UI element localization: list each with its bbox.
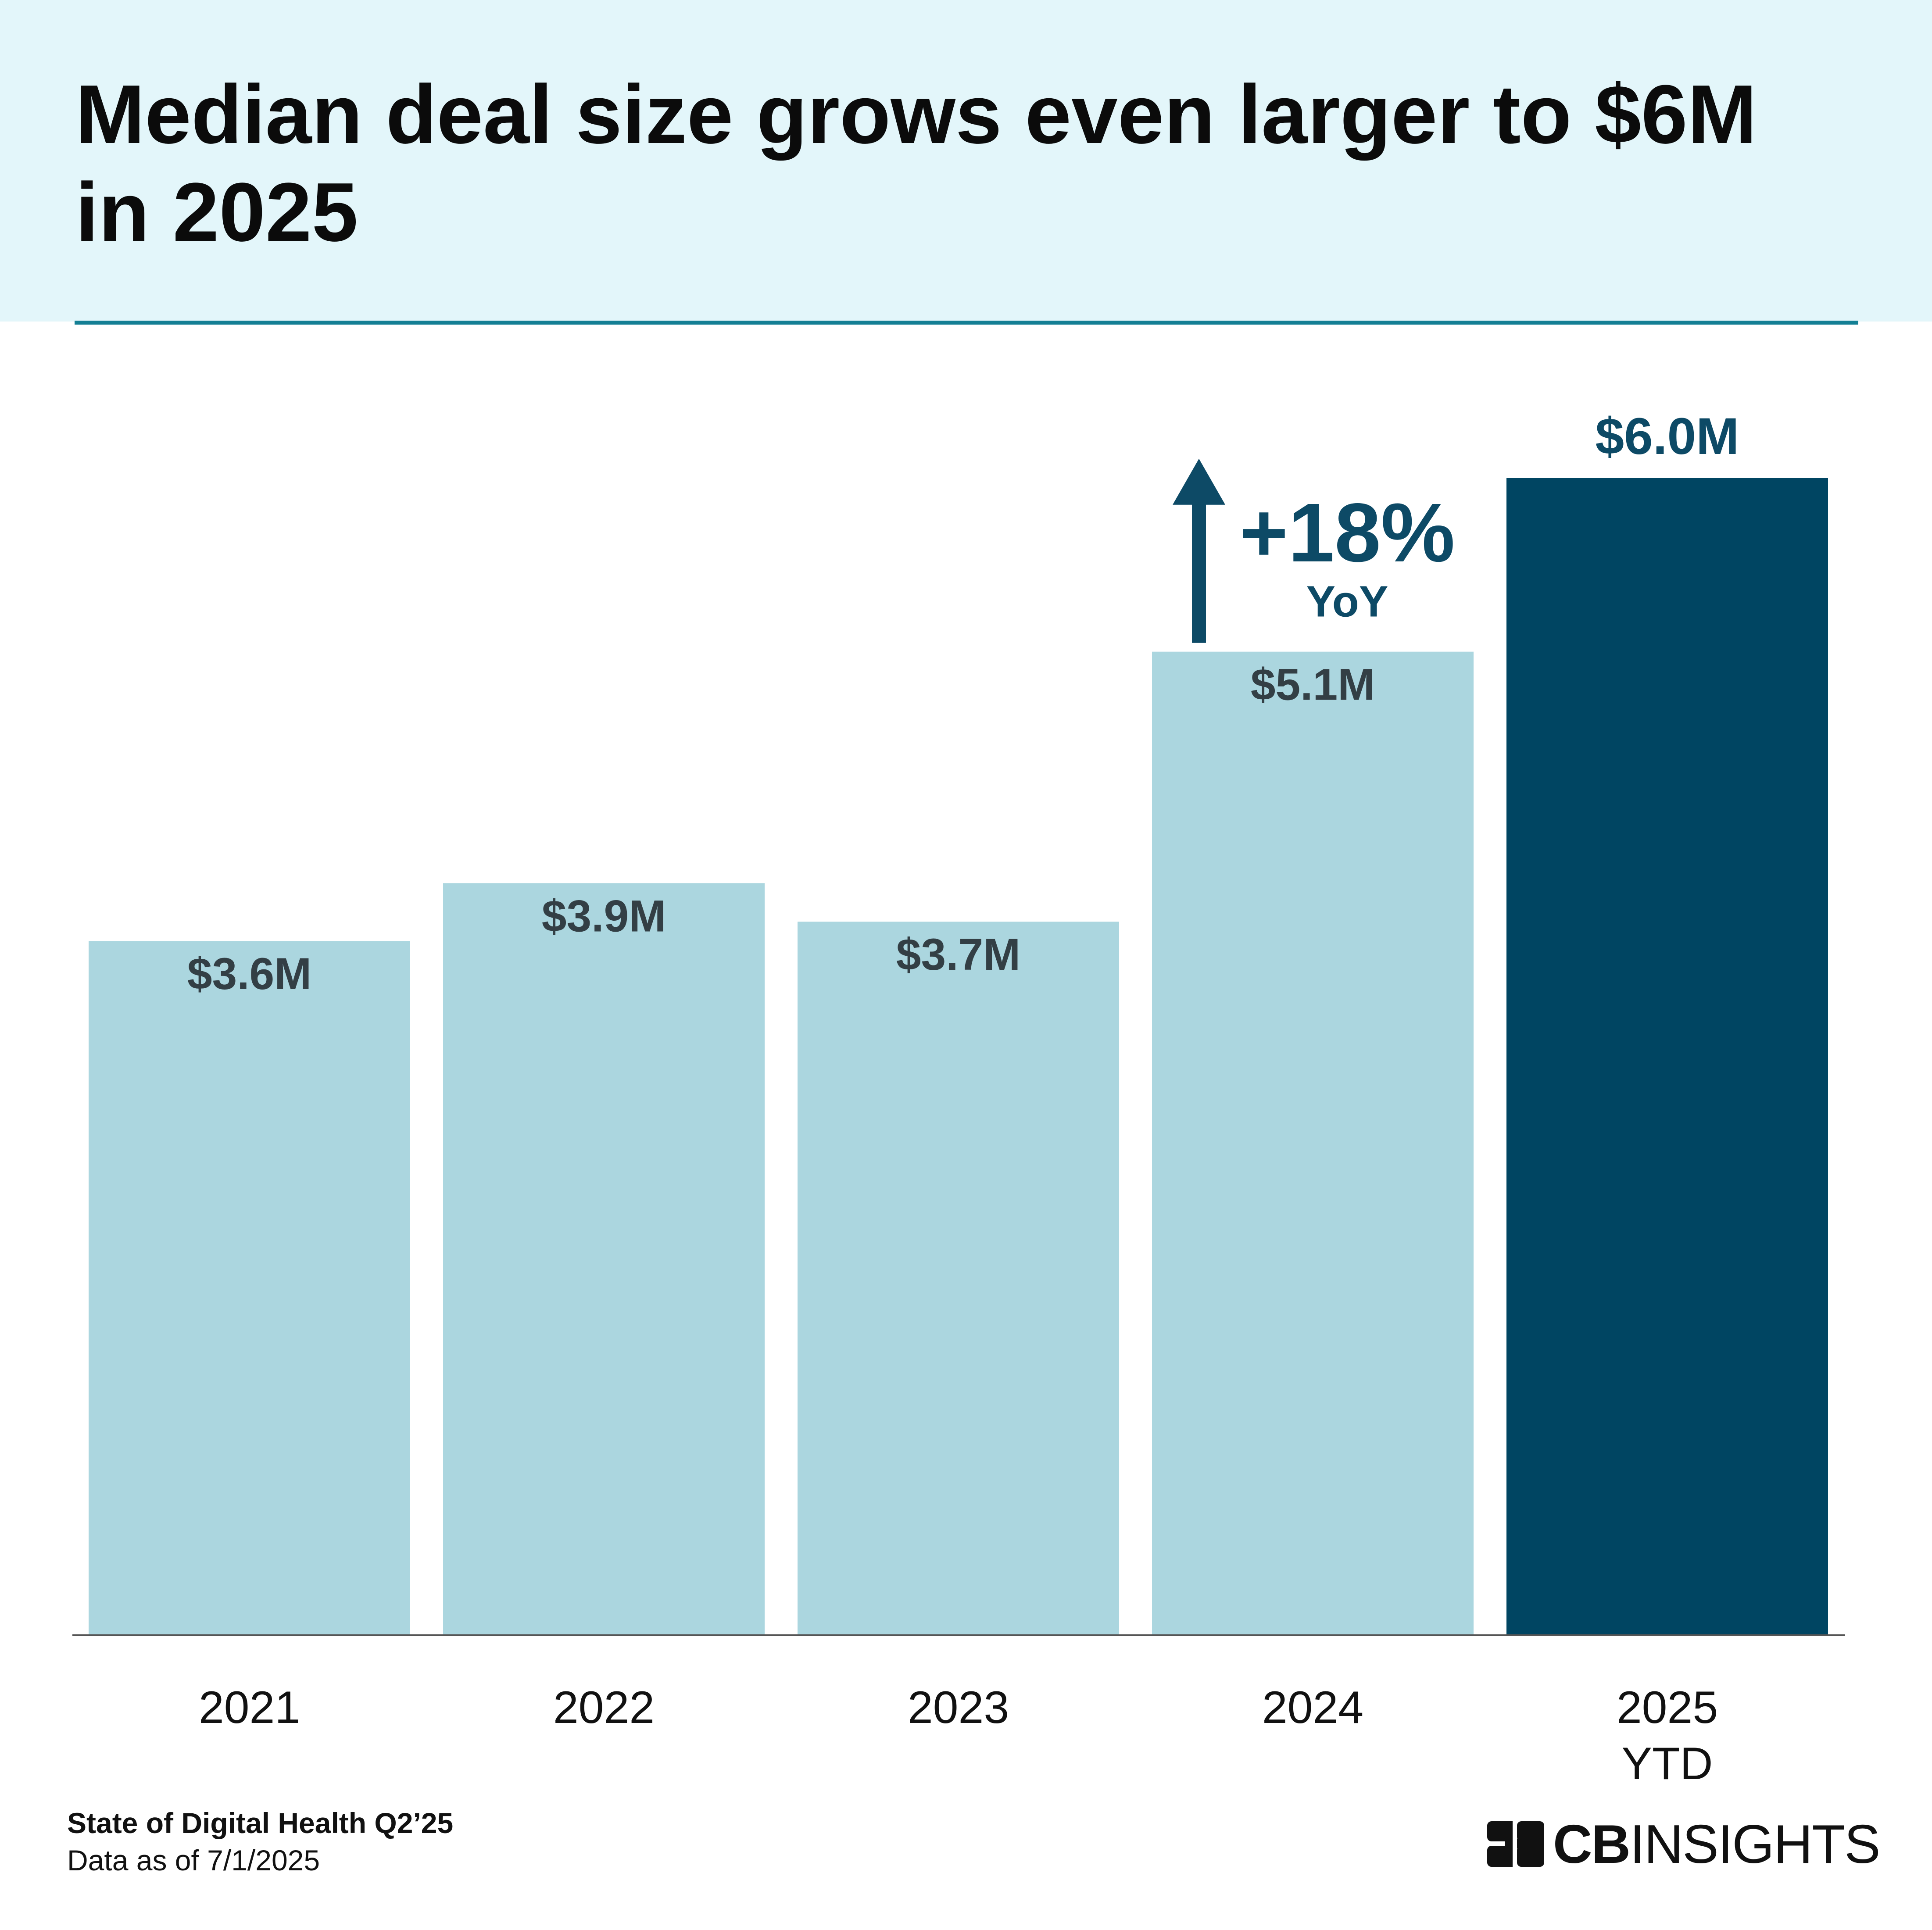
x-tick-label: 2022 [553,1682,655,1733]
growth-arrow-head [1173,458,1225,505]
yoy-change-label: YoY [1306,577,1388,626]
x-tick-label: 2021 [199,1682,300,1733]
bar-2021 [89,941,410,1635]
yoy-change-value: +18% [1239,486,1455,579]
bar-value-label: $3.9M [542,891,666,941]
x-tick-label: 2025 [1617,1682,1718,1733]
bar-2023 [798,922,1119,1635]
bar-2024 [1152,651,1474,1635]
bar-2025-ytd [1506,478,1828,1635]
x-tick-label: 2024 [1262,1682,1363,1733]
logo-text-regular: INSIGHTS [1630,1814,1881,1875]
cb-insights-logo: CBINSIGHTS [1487,1816,1881,1873]
x-tick-label: YTD [1622,1738,1713,1789]
header-banner [0,0,1932,322]
growth-arrow-shaft [1192,495,1206,643]
source-title: State of Digital Health Q2’25 [67,1807,454,1839]
x-tick-label: 2023 [908,1682,1009,1733]
bar-2022 [443,883,765,1635]
bar-value-label: $3.7M [896,929,1021,979]
cb-insights-logo-text: CBINSIGHTS [1553,1814,1881,1875]
cb-insights-logo-mark [1487,1821,1544,1867]
logo-text-bold: CB [1553,1814,1631,1875]
bar-value-label: $5.1M [1251,660,1375,710]
bar-value-label: $3.6M [187,949,312,999]
bar-value-label: $6.0M [1596,407,1739,465]
source-date: Data as of 7/1/2025 [67,1844,320,1876]
header-divider [75,321,1858,325]
chart-title: Median deal size grows even larger to $6… [75,68,1757,259]
